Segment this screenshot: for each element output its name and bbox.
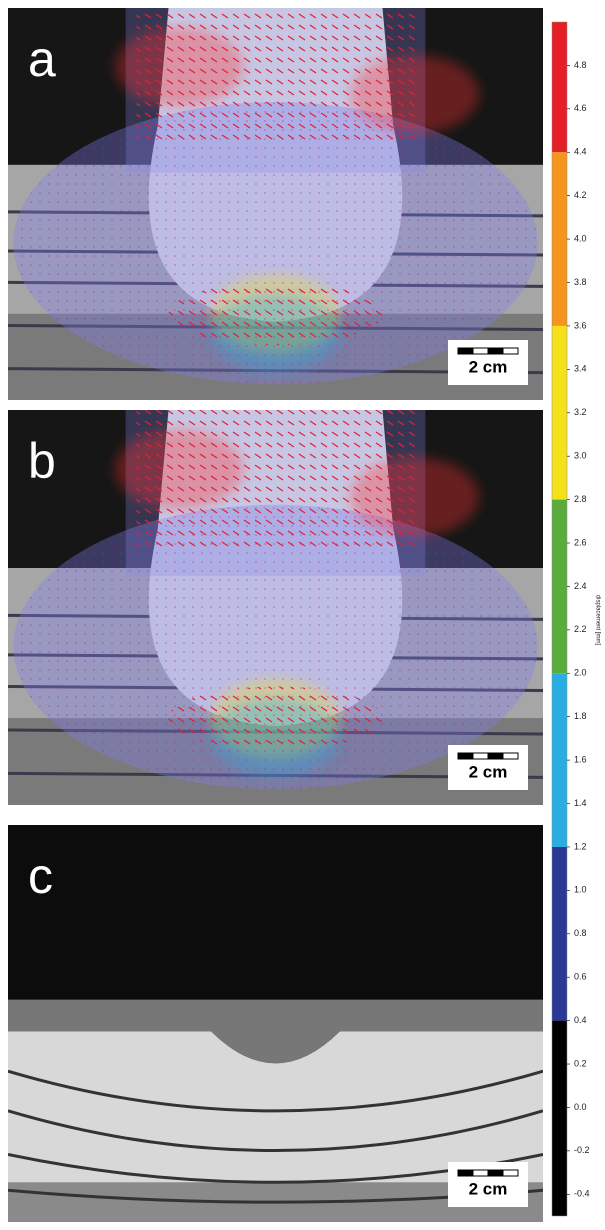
- colorbar-tick-label: -0.4: [574, 1189, 590, 1199]
- colorbar-tick-label: 4.4: [574, 147, 587, 157]
- scale-segment: [473, 753, 488, 759]
- colorbar-tick-label: 2.2: [574, 624, 587, 634]
- colorbar-tick-label: 3.0: [574, 451, 587, 461]
- colorbar-segment: [552, 500, 567, 674]
- colorbar-tick-label: 0.4: [574, 1015, 587, 1025]
- scale-segment: [458, 1170, 473, 1176]
- colorbar-tick-label: 4.8: [574, 60, 587, 70]
- colorbar-tick-label: 2.4: [574, 581, 587, 591]
- colorbar-tick-label: 2.8: [574, 494, 587, 504]
- colorbar-tick-label: 0.2: [574, 1058, 587, 1068]
- panel-label: b: [28, 433, 56, 489]
- colorbar-tick-label: 2.6: [574, 537, 587, 547]
- figure: a 2 cm b 2 cm c 2 cm 4.8 4.6 4.4 4.2 4.0 3.8 3.6 3.4 3…: [0, 0, 605, 1230]
- colorbar-label: displacement [mm]: [594, 595, 600, 646]
- colorbar-tick-label: 1.6: [574, 754, 587, 764]
- panel-2: c 2 cm: [8, 825, 543, 1222]
- colorbar-tick-label: 4.0: [574, 233, 587, 243]
- colorbar-tick-label: 4.6: [574, 103, 587, 113]
- overlay-arrows-bottom: [169, 687, 383, 750]
- colorbar-tick-label: 3.4: [574, 364, 587, 374]
- colorbar-tick-label: 0.8: [574, 928, 587, 938]
- scale-segment: [488, 753, 503, 759]
- scale-segment: [458, 348, 473, 354]
- scale-segment: [473, 1170, 488, 1176]
- colorbar-tick-label: 1.4: [574, 798, 587, 808]
- scale-segment: [488, 1170, 503, 1176]
- colorbar-segment: [552, 1021, 567, 1216]
- overlay-arrows: [136, 410, 414, 548]
- overlay-arrows: [136, 8, 414, 145]
- colorbar-segment: [552, 673, 567, 847]
- colorbar-tick-label: 1.8: [574, 711, 587, 721]
- panel-label: a: [28, 31, 56, 87]
- colorbar-segment: [552, 847, 567, 1021]
- colorbar-segment: [552, 152, 567, 326]
- scale-label: 2 cm: [469, 357, 508, 376]
- panel-label: c: [28, 848, 53, 904]
- colorbar-tick-label: 2.0: [574, 668, 587, 678]
- colorbar-tick-label: 1.0: [574, 885, 587, 895]
- colorbar-segment: [552, 22, 567, 152]
- colorbar-tick-label: 0.0: [574, 1102, 587, 1112]
- colorbar-tick-label: 3.6: [574, 320, 587, 330]
- colorbar-tick-label: -0.2: [574, 1145, 590, 1155]
- colorbar-tick-label: 1.2: [574, 841, 587, 851]
- scale-label: 2 cm: [469, 1179, 508, 1198]
- colorbar-tick-label: 4.2: [574, 190, 587, 200]
- scale-segment: [473, 348, 488, 354]
- colorbar-tick-label: 3.8: [574, 277, 587, 287]
- scale-segment: [458, 753, 473, 759]
- scale-segment: [488, 348, 503, 354]
- panel-0: a 2 cm: [8, 8, 543, 400]
- colorbar-tick-label: 3.2: [574, 407, 587, 417]
- colorbar-tick-label: 0.6: [574, 972, 587, 982]
- overlay-arrows-bottom: [169, 282, 383, 345]
- scale-segment: [503, 753, 518, 759]
- scale-segment: [503, 348, 518, 354]
- panel-1: b 2 cm: [8, 410, 543, 805]
- scale-segment: [503, 1170, 518, 1176]
- scale-label: 2 cm: [469, 762, 508, 781]
- colorbar-segment: [552, 326, 567, 500]
